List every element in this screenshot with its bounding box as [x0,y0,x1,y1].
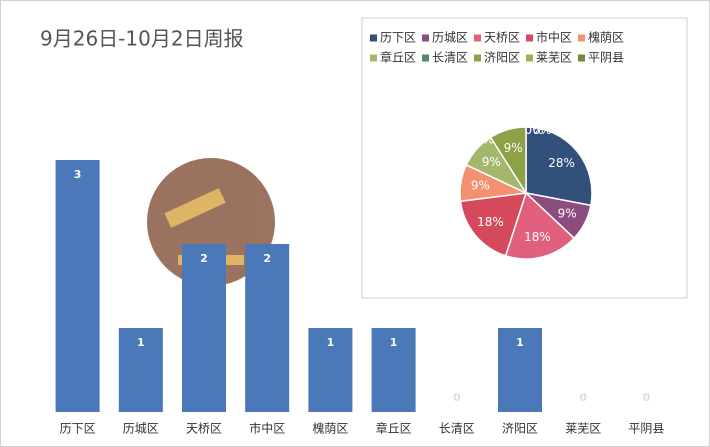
pie-slice [489,126,527,196]
pie-slice [504,191,576,260]
legend-label: 莱芜区 [536,51,572,65]
pie-slice [525,126,593,207]
legend-swatch [474,54,481,62]
legend-label: 市中区 [536,30,572,45]
x-tick-label: 莱芜区 [565,422,601,436]
x-tick-label: 平阴县 [628,422,664,436]
legend-swatch [422,34,429,42]
chart-title: 9月26日-10月2日周报 [40,27,244,51]
x-tick-label: 历下区 [60,422,96,436]
legend-label: 历城区 [432,31,468,45]
data-label: 18% [477,215,504,229]
data-label: 3 [74,168,82,181]
data-label: 9% [471,178,490,192]
data-label: 0% [524,123,543,137]
legend-label: 平阴县 [588,51,624,65]
data-label: 9% [558,206,577,220]
legend-label: 济阳区 [484,50,520,65]
data-label: 2 [200,252,208,265]
legend-swatch [578,54,585,62]
legend-label: 长清区 [432,51,468,65]
legend-swatch [526,54,533,62]
bar [245,244,290,412]
legend-label: 历下区 [380,31,416,45]
data-label: 0% [532,123,551,137]
data-label: 1 [327,336,335,349]
bar [55,160,100,412]
data-label: 18% [524,230,551,244]
legend-label: 槐荫区 [588,30,624,45]
legend-swatch [474,34,481,42]
x-tick-label: 长清区 [439,422,475,436]
bar [498,328,542,412]
legend-label: 章丘区 [380,50,416,65]
x-tick-label: 济阳区 [502,421,538,436]
bar [118,328,163,412]
data-label: 28% [548,156,575,170]
pie-slice [459,192,528,257]
data-label: 2 [263,252,271,265]
data-label: 0% [475,133,494,147]
legend-swatch [370,54,377,62]
data-label: 1 [390,336,398,349]
bar [182,244,226,412]
data-label: 1 [516,336,524,349]
x-tick-label: 历城区 [123,422,159,436]
x-tick-label: 槐荫区 [312,421,348,436]
data-label: 1 [137,336,145,349]
bar [371,328,416,412]
x-tick-label: 章丘区 [376,421,412,436]
data-label: 0 [453,391,461,404]
legend-swatch [526,34,533,42]
data-label: 9% [482,155,501,169]
data-label: 0 [579,391,587,404]
data-label: 0 [643,391,651,404]
x-tick-label: 市中区 [249,421,285,436]
legend-swatch [422,54,429,62]
bar [308,328,353,412]
legend-swatch [578,34,585,42]
legend-label: 天桥区 [484,31,520,45]
legend-swatch [370,34,377,42]
x-tick-label: 天桥区 [186,422,222,436]
data-label: 9% [504,141,523,155]
